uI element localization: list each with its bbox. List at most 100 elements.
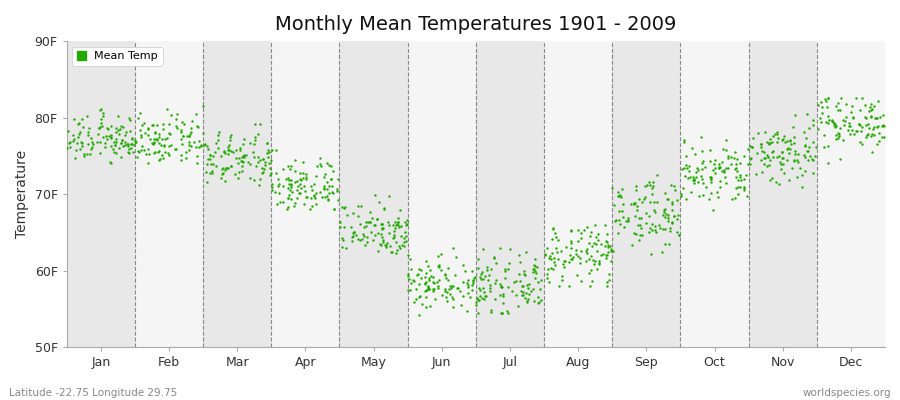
Point xyxy=(850,95,864,102)
Point xyxy=(147,136,161,142)
Bar xyxy=(817,41,885,347)
Point xyxy=(157,142,171,148)
Point xyxy=(167,146,182,152)
Point xyxy=(808,144,823,150)
Point xyxy=(538,252,553,258)
Point xyxy=(257,159,272,165)
Point xyxy=(756,149,770,155)
Point xyxy=(827,119,842,126)
Point xyxy=(379,241,393,248)
Point xyxy=(421,285,436,292)
Point xyxy=(200,179,214,186)
Point xyxy=(134,133,148,140)
Point xyxy=(798,135,813,141)
Point xyxy=(788,148,802,155)
Point xyxy=(480,267,494,274)
Point xyxy=(79,151,94,157)
Point xyxy=(247,177,261,184)
Point xyxy=(659,210,673,217)
Point xyxy=(272,180,286,187)
Point xyxy=(472,309,486,316)
Point xyxy=(476,276,491,282)
Point xyxy=(868,115,883,122)
Point xyxy=(719,146,733,153)
Point xyxy=(644,225,658,231)
Point xyxy=(733,184,747,190)
Point xyxy=(646,207,661,213)
Point xyxy=(191,124,205,130)
Point xyxy=(122,114,136,121)
Point xyxy=(346,229,361,235)
Point xyxy=(600,252,615,258)
Point xyxy=(445,294,459,300)
Point xyxy=(427,286,441,292)
Point xyxy=(658,241,672,248)
Point xyxy=(151,148,166,154)
Point xyxy=(248,141,262,147)
Point xyxy=(734,177,748,183)
Point xyxy=(770,135,785,142)
Point xyxy=(482,272,496,279)
Point xyxy=(324,163,338,170)
Point xyxy=(184,129,198,135)
Point xyxy=(93,139,107,145)
Point xyxy=(795,172,809,178)
Point xyxy=(845,115,859,122)
Point xyxy=(437,272,452,278)
Point xyxy=(338,204,352,210)
Point xyxy=(517,268,531,274)
Point xyxy=(553,282,567,289)
Point xyxy=(524,288,538,294)
Point xyxy=(122,128,137,134)
Point xyxy=(696,192,710,198)
Point xyxy=(104,122,119,129)
Point xyxy=(363,219,377,225)
Point xyxy=(753,141,768,148)
Point xyxy=(318,171,332,177)
Point xyxy=(410,286,424,292)
Point xyxy=(543,253,557,259)
Point xyxy=(387,231,401,238)
Point xyxy=(514,283,528,289)
Point xyxy=(367,222,382,228)
Point xyxy=(223,148,238,155)
Point xyxy=(829,122,843,129)
Point xyxy=(537,251,552,257)
Point xyxy=(256,156,271,162)
Point xyxy=(124,145,139,152)
Point xyxy=(337,205,351,212)
Point xyxy=(473,271,488,278)
Point xyxy=(156,126,170,132)
Point xyxy=(761,140,776,146)
Point xyxy=(198,141,212,147)
Point xyxy=(397,243,411,249)
Point xyxy=(446,304,460,310)
Point xyxy=(839,114,853,120)
Point xyxy=(392,242,407,249)
Point xyxy=(321,196,336,202)
Point xyxy=(282,192,296,198)
Point xyxy=(140,125,155,131)
Point xyxy=(729,174,743,181)
Point xyxy=(118,132,132,138)
Point xyxy=(516,292,530,298)
Point xyxy=(351,203,365,209)
Point xyxy=(586,257,600,263)
Point xyxy=(503,246,517,252)
Point xyxy=(374,225,389,232)
Point xyxy=(156,154,170,161)
Point xyxy=(526,266,540,272)
Point xyxy=(697,158,711,164)
Point xyxy=(150,136,165,143)
Point xyxy=(639,210,653,216)
Point xyxy=(716,168,730,174)
Point xyxy=(665,219,680,226)
Point xyxy=(276,198,291,205)
Point xyxy=(708,170,723,176)
Point xyxy=(774,155,788,161)
Point xyxy=(519,249,534,255)
Point xyxy=(799,110,814,117)
Point xyxy=(478,293,492,299)
Point xyxy=(762,140,777,146)
Text: Latitude -22.75 Longitude 29.75: Latitude -22.75 Longitude 29.75 xyxy=(9,388,177,398)
